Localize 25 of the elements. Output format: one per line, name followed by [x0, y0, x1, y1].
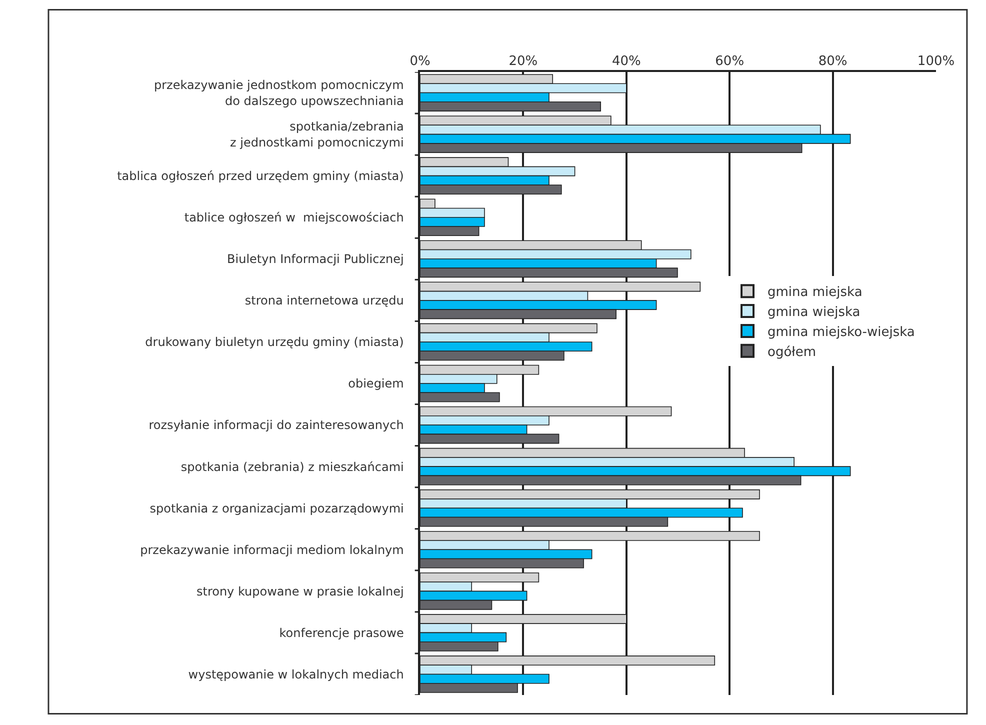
- y-tick-label: przekazywanie jednostkom pomocniczym do dalszego upowszechniania: [154, 78, 404, 108]
- x-tick-label: 80%: [818, 54, 848, 70]
- x-tick-label: 0%: [410, 54, 430, 70]
- y-tick-label: spotkania (zebrania) z mieszkańcami: [180, 460, 404, 474]
- y-tick-label: występowanie w lokalnych mediach: [188, 667, 404, 682]
- y-tick-label: tablica ogłoszeń przed urzędem gminy (miasta): [117, 169, 404, 184]
- y-tick-label: rozsyłanie informacji do zainteresowanych: [148, 418, 404, 432]
- y-tick-label: strona internetowa urzędu: [244, 294, 404, 308]
- legend-label: gmina miejsko-wiejska: [768, 325, 915, 340]
- legend-label: gmina wiejska: [768, 305, 860, 320]
- y-tick-label: tablice ogłoszeń w miejscowościach: [184, 210, 404, 225]
- y-tick-label: drukowany biuletyn urzędu gminy (miasta): [145, 335, 404, 350]
- y-tick-label: przekazywanie informacji mediom lokalnym: [140, 542, 404, 557]
- y-tick-label: spotkania/zebrania z jednostkami pomocniczymi: [230, 120, 404, 150]
- y-tick-label: spotkania z organizacjami pozarządowymi: [150, 501, 404, 516]
- legend-label: ogółem: [768, 344, 816, 360]
- x-tick-label: 100%: [917, 54, 955, 70]
- x-tick-label: 60%: [715, 54, 744, 70]
- x-tick-label: 40%: [612, 54, 641, 70]
- y-tick-label: obiegiem: [348, 376, 404, 391]
- y-tick-label: Biuletyn Informacji Publicznej: [227, 252, 404, 266]
- y-tick-label: konferencje prasowe: [279, 626, 404, 640]
- legend-label: gmina miejska: [768, 285, 862, 300]
- y-tick-label: strony kupowane w prasie lokalnej: [196, 584, 404, 598]
- x-tick-label: 20%: [508, 54, 538, 70]
